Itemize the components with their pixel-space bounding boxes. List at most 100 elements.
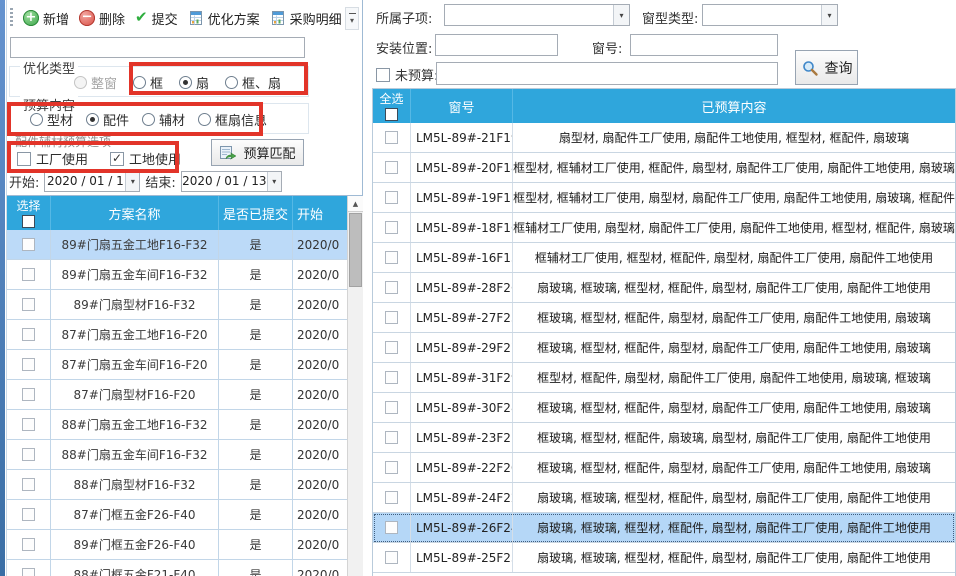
row-checkbox[interactable] [385,461,398,474]
budgeted-content-column-header[interactable]: 已预算内容 [701,100,767,116]
window-type-select[interactable]: ▾ [702,4,838,26]
window-table-row[interactable]: LM5L-89#-27F25 框玻璃, 框型材, 框配件, 扇型材, 扇配件工厂使… [373,303,955,333]
header-select-all-checkbox[interactable] [385,108,398,121]
no-budget-input[interactable] [436,62,778,85]
row-checkbox[interactable] [22,538,35,551]
row-checkbox[interactable] [22,268,35,281]
submit-button[interactable]: ✔ 提交 [130,6,183,31]
row-checkbox[interactable] [22,448,35,461]
row-checkbox[interactable] [22,508,35,521]
plan-table-row[interactable]: 87#门扇五金车间F16-F20 是 2020/0 [7,350,363,380]
purchase-detail-button[interactable]: 采购明细▾ [265,6,358,31]
window-no-column-header[interactable]: 窗号 [411,89,513,123]
budget-match-button[interactable]: 预算匹配 [211,139,304,166]
row-checkbox[interactable] [22,478,35,491]
submitted-column-header[interactable]: 是否已提交 [219,196,293,230]
row-checkbox[interactable] [22,388,35,401]
window-left-border [0,0,5,576]
row-checkbox[interactable] [385,431,398,444]
end-date-picker[interactable]: 2020 / 01 / 13 ▾ [180,170,282,192]
window-table-row[interactable]: LM5L-89#-30F28 框玻璃, 框型材, 框配件, 扇型材, 扇配件工厂使… [373,393,955,423]
window-table-row[interactable]: LM5L-89#-24F22 扇玻璃, 框玻璃, 框型材, 框配件, 扇型材, 扇… [373,483,955,513]
start-date-picker[interactable]: 2020 / 01 / 1 ▾ [44,170,141,192]
plan-table-row[interactable]: 89#门扇五金车间F16-F32 是 2020/0 [7,260,363,290]
row-checkbox[interactable] [385,161,398,174]
plan-table-row[interactable]: 88#门框五金F21-F40 是 2020/0 [7,560,363,576]
chevron-down-icon[interactable]: ▾ [266,171,281,191]
row-checkbox[interactable] [385,401,398,414]
radio-frame-sash-info[interactable]: 框扇信息 [198,110,267,129]
row-checkbox[interactable] [385,521,398,534]
chevron-down-icon[interactable]: ▾ [613,5,629,25]
window-no-label: 窗号: [592,42,623,57]
start-column-header[interactable]: 开始 [297,207,324,223]
plan-table-row[interactable]: 88#门扇五金工地F16-F32 是 2020/0 [7,410,363,440]
no-budget-checkbox[interactable]: 未预算: [376,65,438,84]
add-button[interactable]: 新增 [18,6,74,31]
radio-profile[interactable]: 型材 [30,110,73,129]
plan-table-row[interactable]: 89#门扇五金工地F16-F32 是 2020/0 [7,230,363,260]
window-table-row[interactable]: LM5L-89#-23F21 框玻璃, 框型材, 框配件, 扇玻璃, 扇型材, 扇… [373,423,955,453]
window-table-row[interactable]: LM5L-89#-18F16 框辅材工厂使用, 扇型材, 扇配件工厂使用, 扇配件… [373,213,955,243]
plan-table-row[interactable]: 88#门扇型材F16-F32 是 2020/0 [7,470,363,500]
row-checkbox[interactable] [385,551,398,564]
checkbox-site-use[interactable]: 工地使用 [110,149,181,168]
toolbar-overflow-button[interactable]: ▾ [345,7,359,30]
plan-table-row[interactable]: 88#门扇五金车间F16-F32 是 2020/0 [7,440,363,470]
window-no-input[interactable] [630,34,778,56]
radio-sash[interactable]: 扇 [179,73,209,92]
row-checkbox[interactable] [22,298,35,311]
plan-table-row[interactable]: 87#门框五金F26-F40 是 2020/0 [7,500,363,530]
row-checkbox[interactable] [385,371,398,384]
row-checkbox[interactable] [385,131,398,144]
sub-item-select[interactable]: ▾ [444,4,630,26]
checkbox-factory-use[interactable]: 工厂使用 [17,149,88,168]
window-table-row[interactable]: LM5L-89#-26F24 扇玻璃, 框玻璃, 框型材, 框配件, 扇型材, 扇… [373,513,955,543]
row-checkbox[interactable] [385,191,398,204]
window-table-row[interactable]: LM5L-89#-16F15 框辅材工厂使用, 框型材, 框配件, 扇型材, 扇配… [373,243,955,273]
window-table-row[interactable]: LM5L-89#-29F27 框玻璃, 框型材, 框配件, 扇型材, 扇配件工厂使… [373,333,955,363]
plan-table-row[interactable]: 87#门扇五金工地F16-F20 是 2020/0 [7,320,363,350]
row-checkbox[interactable] [385,221,398,234]
radio-frame[interactable]: 框 [133,73,163,92]
row-select-cell [373,363,411,392]
toolbar-grip-handle[interactable] [10,8,13,28]
plan-table-row[interactable]: 89#门扇型材F16-F32 是 2020/0 [7,290,363,320]
header-select-all-checkbox[interactable] [22,215,35,228]
row-checkbox[interactable] [22,568,35,576]
plan-name-input[interactable] [10,37,305,58]
plan-name-column-header[interactable]: 方案名称 [51,196,219,230]
window-table-row[interactable]: LM5L-89#-20F18 框型材, 框辅材工厂使用, 框配件, 扇型材, 扇配… [373,153,955,183]
window-table-row[interactable]: LM5L-89#-22F20 框玻璃, 框型材, 框配件, 扇型材, 扇配件工厂使… [373,453,955,483]
chevron-down-icon[interactable]: ▾ [821,5,837,25]
row-checkbox[interactable] [22,238,35,251]
window-table-row[interactable]: LM5L-89#-31F29 框型材, 框配件, 扇型材, 扇配件工厂使用, 扇配… [373,363,955,393]
row-checkbox[interactable] [22,418,35,431]
delete-button[interactable]: 删除 [74,6,130,31]
select-column-header[interactable]: 选择 [7,196,51,230]
optimize-plan-button[interactable]: 优化方案 [183,6,265,31]
row-checkbox[interactable] [22,328,35,341]
scroll-up-button[interactable]: ▲ [348,196,363,212]
row-checkbox[interactable] [385,491,398,504]
row-checkbox[interactable] [385,251,398,264]
plan-table-scrollbar[interactable]: ▲ [347,196,363,576]
plan-table-row[interactable]: 89#门框五金F26-F40 是 2020/0 [7,530,363,560]
row-checkbox[interactable] [385,311,398,324]
chevron-down-icon[interactable]: ▾ [125,171,140,191]
radio-frame-sash[interactable]: 框、扇 [225,73,281,92]
radio-accessory[interactable]: 配件 [86,110,129,129]
row-checkbox[interactable] [22,358,35,371]
row-checkbox[interactable] [385,341,398,354]
query-button[interactable]: 查询 [795,50,858,85]
row-checkbox[interactable] [385,281,398,294]
window-table-row[interactable]: LM5L-89#-19F17 框型材, 框辅材工厂使用, 扇型材, 扇配件工厂使用… [373,183,955,213]
install-position-input[interactable] [435,34,558,56]
plan-table-row[interactable]: 87#门扇型材F16-F20 是 2020/0 [7,380,363,410]
scrollbar-thumb[interactable] [349,213,362,287]
window-table-row[interactable]: LM5L-89#-21F19 扇型材, 扇配件工厂使用, 扇配件工地使用, 框型材… [373,123,955,153]
window-table-row[interactable]: LM5L-89#-25F23 扇玻璃, 框玻璃, 框型材, 框配件, 扇型材, 扇… [373,543,955,573]
radio-auxiliary[interactable]: 辅材 [142,110,185,129]
select-all-column-header[interactable]: 全选 [373,89,411,123]
window-table-row[interactable]: LM5L-89#-28F26 扇玻璃, 框玻璃, 框型材, 框配件, 扇型材, 扇… [373,273,955,303]
